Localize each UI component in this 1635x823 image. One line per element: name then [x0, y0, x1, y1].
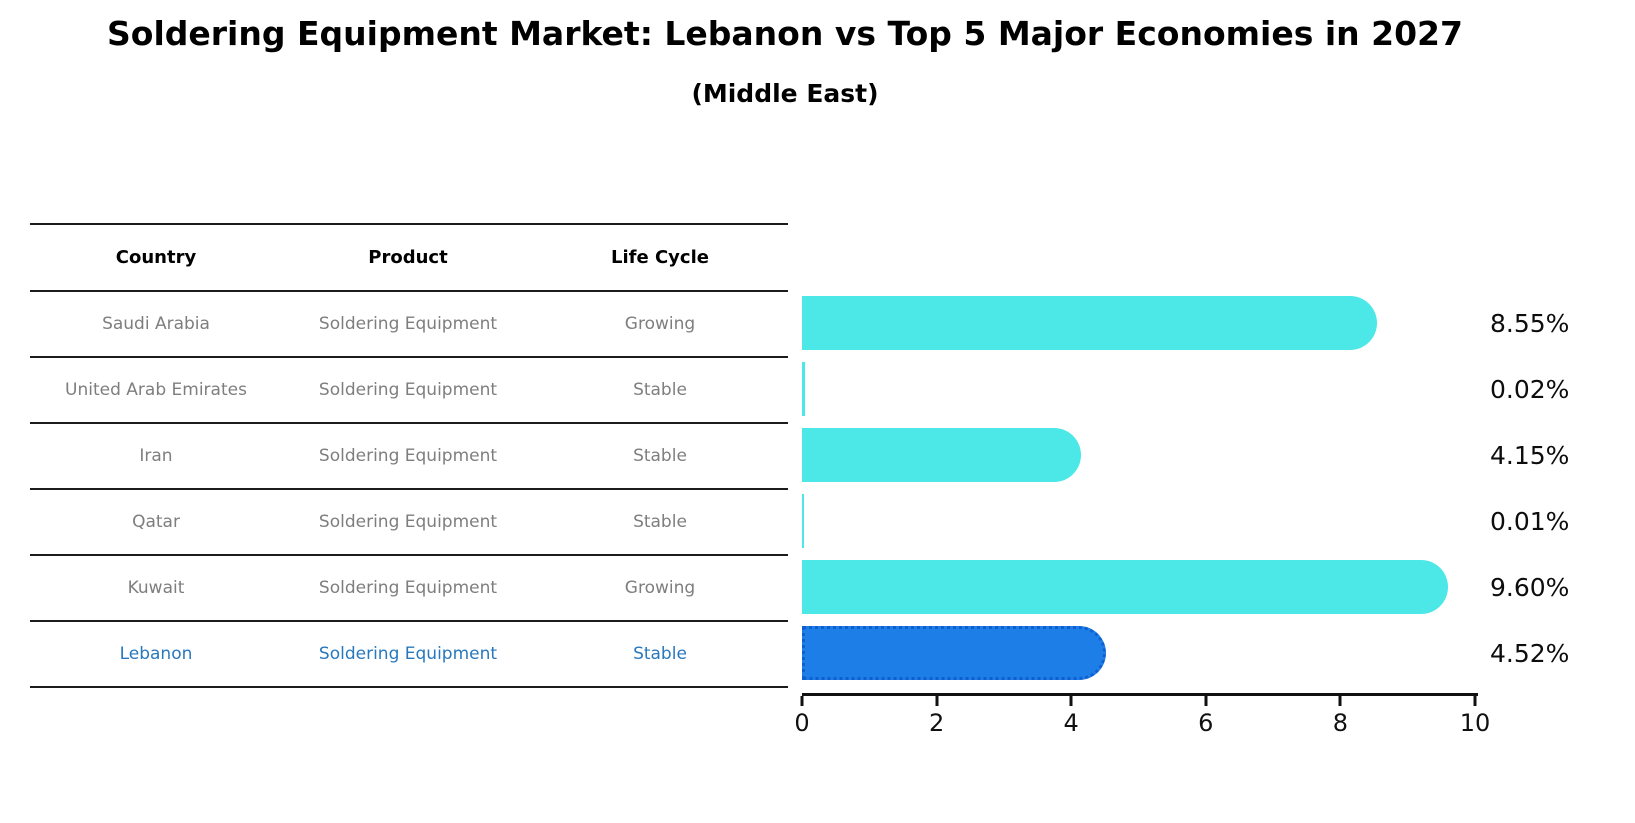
life-cycle-cell: Stable [633, 446, 687, 466]
x-axis-tick [1069, 696, 1073, 706]
table-row: Iran Soldering Equipment Stable 4.15% [30, 422, 1635, 488]
country-cell: United Arab Emirates [65, 380, 247, 400]
x-axis-tick [1338, 696, 1342, 706]
bar [802, 362, 805, 416]
table-header-row: Country Product Life Cycle [30, 223, 1635, 290]
product-cell: Soldering Equipment [318, 644, 498, 664]
x-axis: 0 2 4 6 8 10 [794, 693, 1490, 753]
bar [802, 626, 1107, 680]
column-header-country: Country [115, 247, 197, 268]
x-axis-tick-label: 6 [1198, 709, 1214, 737]
x-axis-tick-label: 8 [1332, 709, 1349, 737]
table-row: Qatar Soldering Equipment Stable 0.01% [30, 488, 1635, 554]
bar [802, 560, 1449, 614]
chart-area: Country Product Life Cycle Saudi Arabia … [30, 223, 1635, 783]
life-cycle-cell: Growing [624, 578, 696, 598]
column-header-life-cycle: Life Cycle [611, 247, 709, 268]
life-cycle-cell: Stable [633, 380, 687, 400]
bar [802, 428, 1082, 482]
product-cell: Soldering Equipment [318, 314, 498, 334]
table-row: Lebanon Soldering Equipment Stable 4.52% [30, 620, 1635, 686]
chart-title: Soldering Equipment Market: Lebanon vs T… [107, 14, 1463, 53]
x-axis-tick [1204, 696, 1208, 706]
life-cycle-cell: Growing [624, 314, 696, 334]
product-cell: Soldering Equipment [318, 446, 498, 466]
column-header-product: Product [368, 247, 448, 268]
product-cell: Soldering Equipment [318, 578, 498, 598]
product-cell: Soldering Equipment [318, 512, 498, 532]
x-axis-tick [1473, 696, 1477, 706]
table-row: Saudi Arabia Soldering Equipment Growing… [30, 290, 1635, 356]
country-cell: Lebanon [119, 644, 193, 664]
life-cycle-cell: Stable [633, 512, 687, 532]
x-axis-tick-label: 2 [928, 709, 945, 737]
bar-value-label: 0.01% [1490, 506, 1570, 536]
bar-value-label: 4.15% [1490, 440, 1570, 470]
chart-subtitle: (Middle East) [691, 79, 879, 108]
country-cell: Qatar [132, 512, 180, 532]
country-cell: Saudi Arabia [102, 314, 210, 334]
table-bottom-border [30, 686, 788, 688]
x-axis-tick-label: 10 [1459, 709, 1491, 737]
bar-value-label: 4.52% [1490, 638, 1570, 668]
bar-value-label: 9.60% [1490, 572, 1570, 602]
product-cell: Soldering Equipment [318, 380, 498, 400]
bar-value-label: 8.55% [1490, 308, 1570, 338]
table-row: United Arab Emirates Soldering Equipment… [30, 356, 1635, 422]
bar-value-label: 0.02% [1490, 374, 1570, 404]
x-axis-tick-label: 0 [794, 709, 810, 737]
x-axis-line [802, 693, 1478, 696]
bar [802, 494, 804, 548]
country-cell: Kuwait [127, 578, 185, 598]
bar [802, 296, 1378, 350]
table-row: Kuwait Soldering Equipment Growing 9.60% [30, 554, 1635, 620]
x-axis-tick [935, 696, 939, 706]
x-axis-tick [800, 696, 804, 706]
x-axis-tick-label: 4 [1063, 709, 1079, 737]
country-cell: Iran [139, 446, 173, 466]
life-cycle-cell: Stable [633, 644, 687, 664]
